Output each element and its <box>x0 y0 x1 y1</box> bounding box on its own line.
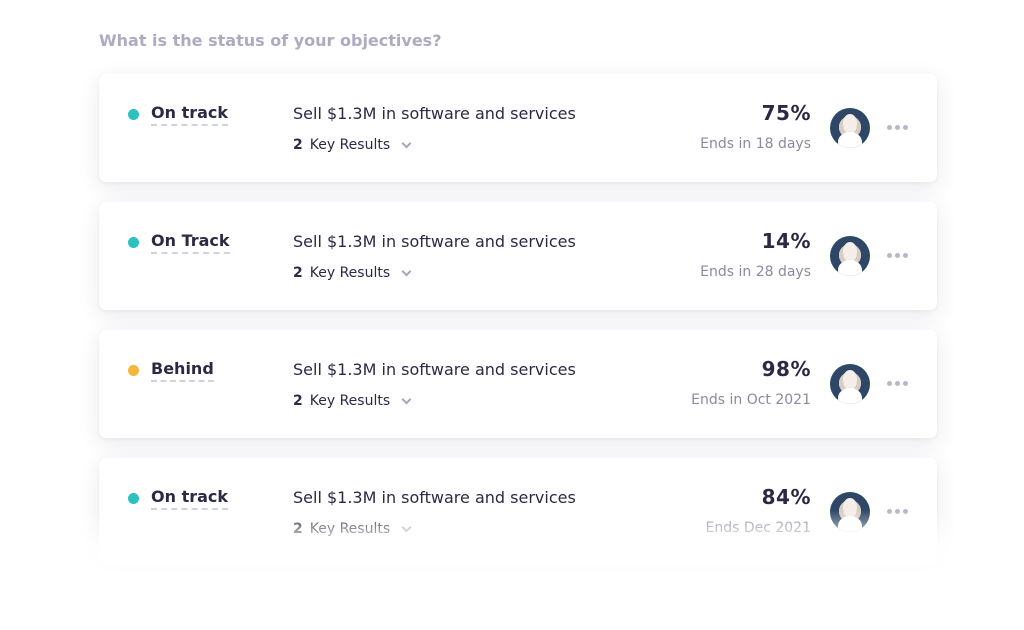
key-results-toggle[interactable]: 2 Key Results <box>293 137 412 153</box>
more-icon[interactable] <box>887 253 911 258</box>
key-results-toggle[interactable]: 2 Key Results <box>293 521 412 537</box>
objective-title[interactable]: Sell $1.3M in software and services <box>293 104 576 123</box>
objective-card[interactable]: On track Sell $1.3M in software and serv… <box>79 458 957 606</box>
key-results-count: 2 <box>293 137 303 153</box>
due-date: Ends in 28 days <box>700 264 811 280</box>
objective-card[interactable]: Behind Sell $1.3M in software and servic… <box>99 330 937 438</box>
status-label[interactable]: On Track <box>151 231 230 254</box>
objective-title[interactable]: Sell $1.3M in software and services <box>293 360 576 379</box>
key-results-count: 2 <box>293 393 303 409</box>
objective-card[interactable]: On track Sell $1.3M in software and serv… <box>99 74 937 182</box>
status-label[interactable]: On track <box>151 487 229 510</box>
avatar[interactable] <box>830 492 870 532</box>
more-icon[interactable] <box>887 381 911 386</box>
key-results-toggle[interactable]: 2 Key Results <box>293 393 412 409</box>
key-results-count: 2 <box>293 521 303 537</box>
objective-title[interactable]: Sell $1.3M in software and services <box>293 488 576 507</box>
chevron-down-icon[interactable] <box>401 138 412 148</box>
status-indicator[interactable]: On Track <box>128 231 230 254</box>
status-indicator[interactable]: On track <box>128 103 229 126</box>
status-dot <box>128 109 139 120</box>
status-indicator[interactable]: Behind <box>128 359 214 382</box>
more-icon[interactable] <box>887 509 911 514</box>
objective-card[interactable]: On Track Sell $1.3M in software and serv… <box>99 202 937 310</box>
objective-title[interactable]: Sell $1.3M in software and services <box>293 232 576 251</box>
due-date: Ends in 18 days <box>700 136 811 152</box>
status-dot <box>128 493 139 504</box>
chevron-down-icon[interactable] <box>401 266 412 276</box>
key-results-label: Key Results <box>309 393 391 409</box>
key-results-label: Key Results <box>309 265 391 281</box>
due-date: Ends Dec 2021 <box>705 520 811 536</box>
chevron-down-icon[interactable] <box>401 394 412 404</box>
chevron-down-icon[interactable] <box>401 522 412 532</box>
progress-percent: 75% <box>761 101 811 125</box>
key-results-label: Key Results <box>309 521 391 537</box>
key-results-count: 2 <box>293 265 303 281</box>
more-icon[interactable] <box>887 125 911 130</box>
key-results-label: Key Results <box>309 137 391 153</box>
progress-percent: 98% <box>761 357 811 381</box>
status-label[interactable]: On track <box>151 103 229 126</box>
status-indicator[interactable]: On track <box>128 487 229 510</box>
avatar[interactable] <box>830 108 870 148</box>
progress-percent: 84% <box>761 485 811 509</box>
avatar[interactable] <box>830 364 870 404</box>
status-dot <box>128 237 139 248</box>
avatar[interactable] <box>830 236 870 276</box>
page-title: What is the status of your objectives? <box>99 31 442 50</box>
status-dot <box>128 365 139 376</box>
status-label[interactable]: Behind <box>151 359 214 382</box>
key-results-toggle[interactable]: 2 Key Results <box>293 265 412 281</box>
due-date: Ends in Oct 2021 <box>691 392 811 408</box>
objectives-list: On track Sell $1.3M in software and serv… <box>79 74 957 606</box>
progress-percent: 14% <box>761 229 811 253</box>
